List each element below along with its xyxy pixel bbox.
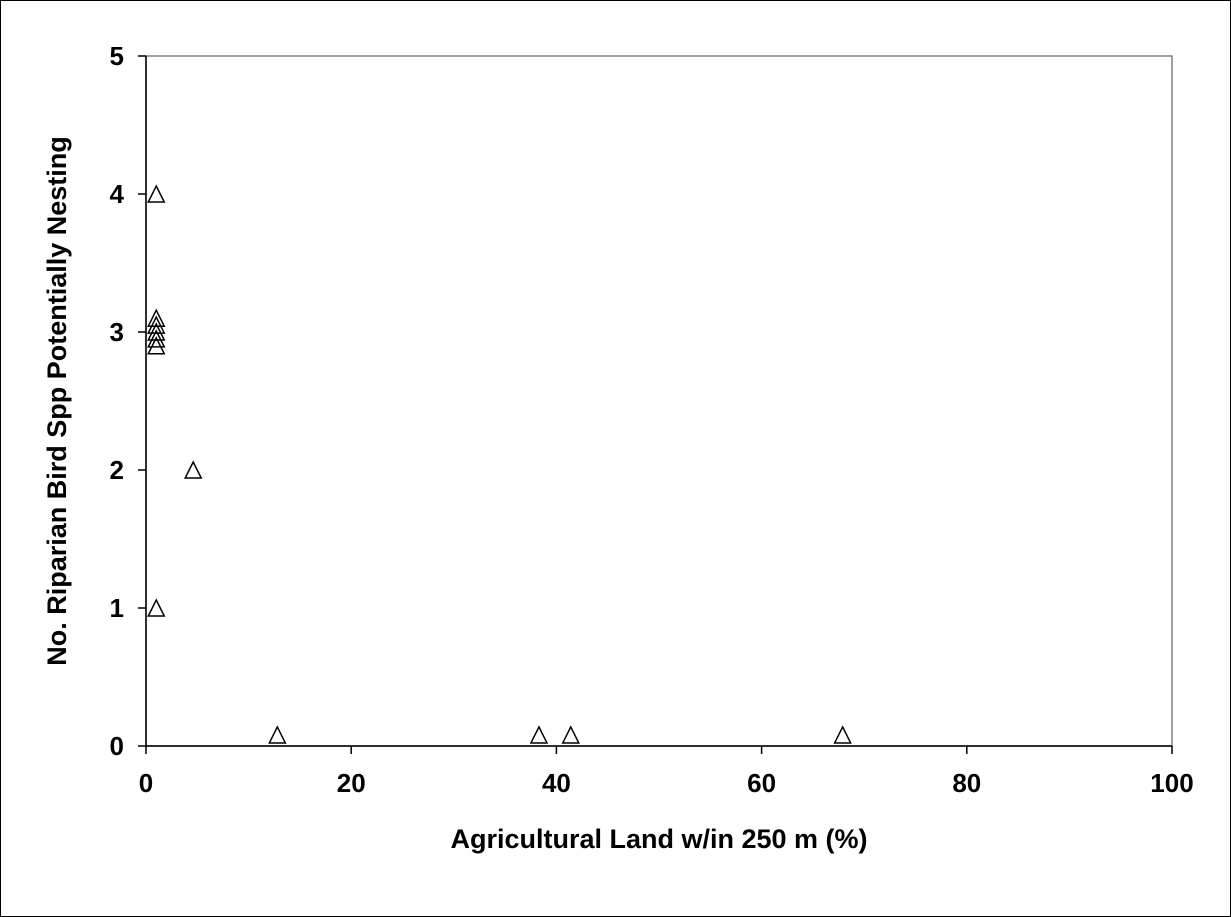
- data-point: [833, 725, 852, 744]
- data-point: [561, 725, 580, 744]
- x-tick-label: 0: [139, 768, 153, 798]
- y-tick-label: 5: [110, 41, 124, 71]
- data-point: [147, 336, 166, 355]
- x-tick-label: 100: [1150, 768, 1193, 798]
- x-axis-title: Agricultural Land w/in 250 m (%): [450, 824, 867, 854]
- data-point: [147, 322, 166, 341]
- data-point: [147, 329, 166, 348]
- x-axis-ticks: 0 20 40 60 80 100: [139, 746, 1194, 798]
- y-tick-label: 4: [110, 179, 125, 209]
- y-axis-title: No. Riparian Bird Spp Potentially Nestin…: [42, 136, 72, 666]
- x-tick-label: 60: [747, 768, 776, 798]
- data-point: [183, 460, 203, 479]
- y-axis-ticks: 0 1 2 3 4 5: [110, 41, 146, 761]
- data-points: [147, 184, 852, 744]
- x-tick-label: 80: [952, 768, 981, 798]
- y-tick-label: 3: [110, 317, 124, 347]
- data-point: [147, 308, 166, 327]
- y-tick-label: 2: [110, 455, 124, 485]
- data-point: [529, 725, 549, 744]
- data-point: [147, 315, 166, 334]
- data-point: [147, 598, 166, 617]
- x-tick-label: 40: [542, 768, 571, 798]
- data-point: [268, 725, 287, 744]
- y-tick-label: 0: [110, 731, 124, 761]
- x-tick-label: 20: [337, 768, 366, 798]
- y-tick-label: 1: [110, 593, 124, 623]
- data-point: [147, 184, 166, 203]
- plot-area: [145, 55, 1173, 747]
